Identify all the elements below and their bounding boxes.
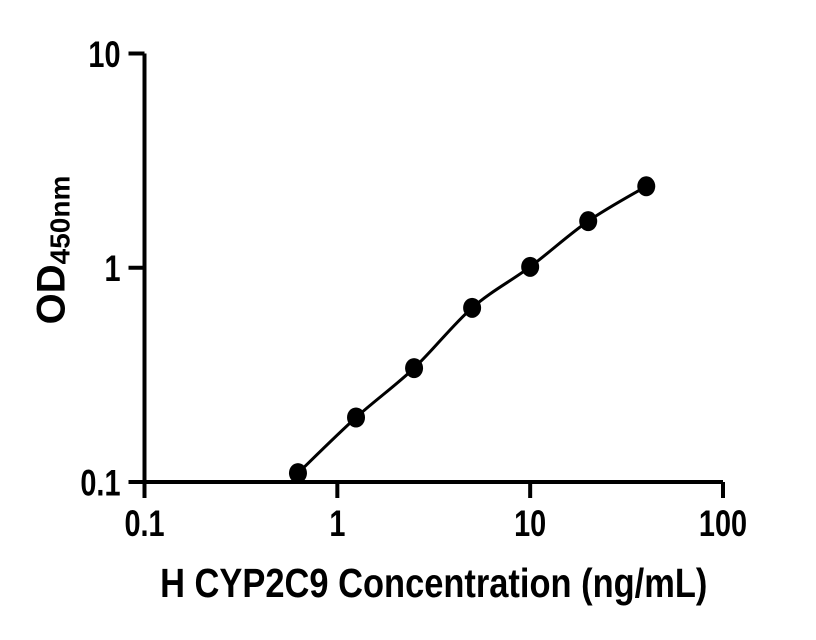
x-tick-label: 100	[699, 504, 747, 545]
data-point-marker	[579, 211, 598, 232]
axis-frame	[142, 53, 723, 484]
x-tick-label: 0.1	[124, 504, 164, 545]
data-point-marker	[637, 176, 656, 197]
standard-curve-line	[296, 185, 648, 475]
data-point-marker	[405, 358, 424, 379]
y-axis-title: OD450nm	[29, 176, 75, 325]
x-axis-title: H CYP2C9 Concentration (ng/mL)	[160, 559, 708, 606]
data-point-marker	[463, 297, 482, 318]
y-tick-label: 1	[104, 249, 120, 290]
x-tick-label: 10	[514, 504, 546, 545]
y-axis-title-main: OD	[29, 264, 73, 325]
data-point-marker	[288, 463, 307, 484]
x-tick-label: 1	[329, 504, 345, 545]
y-axis-title-subscript: 450nm	[44, 175, 76, 265]
y-tick-label: 10	[88, 34, 120, 75]
y-tick-label: 0.1	[80, 463, 120, 504]
data-point-marker	[347, 407, 366, 428]
data-point-marker	[521, 256, 540, 277]
